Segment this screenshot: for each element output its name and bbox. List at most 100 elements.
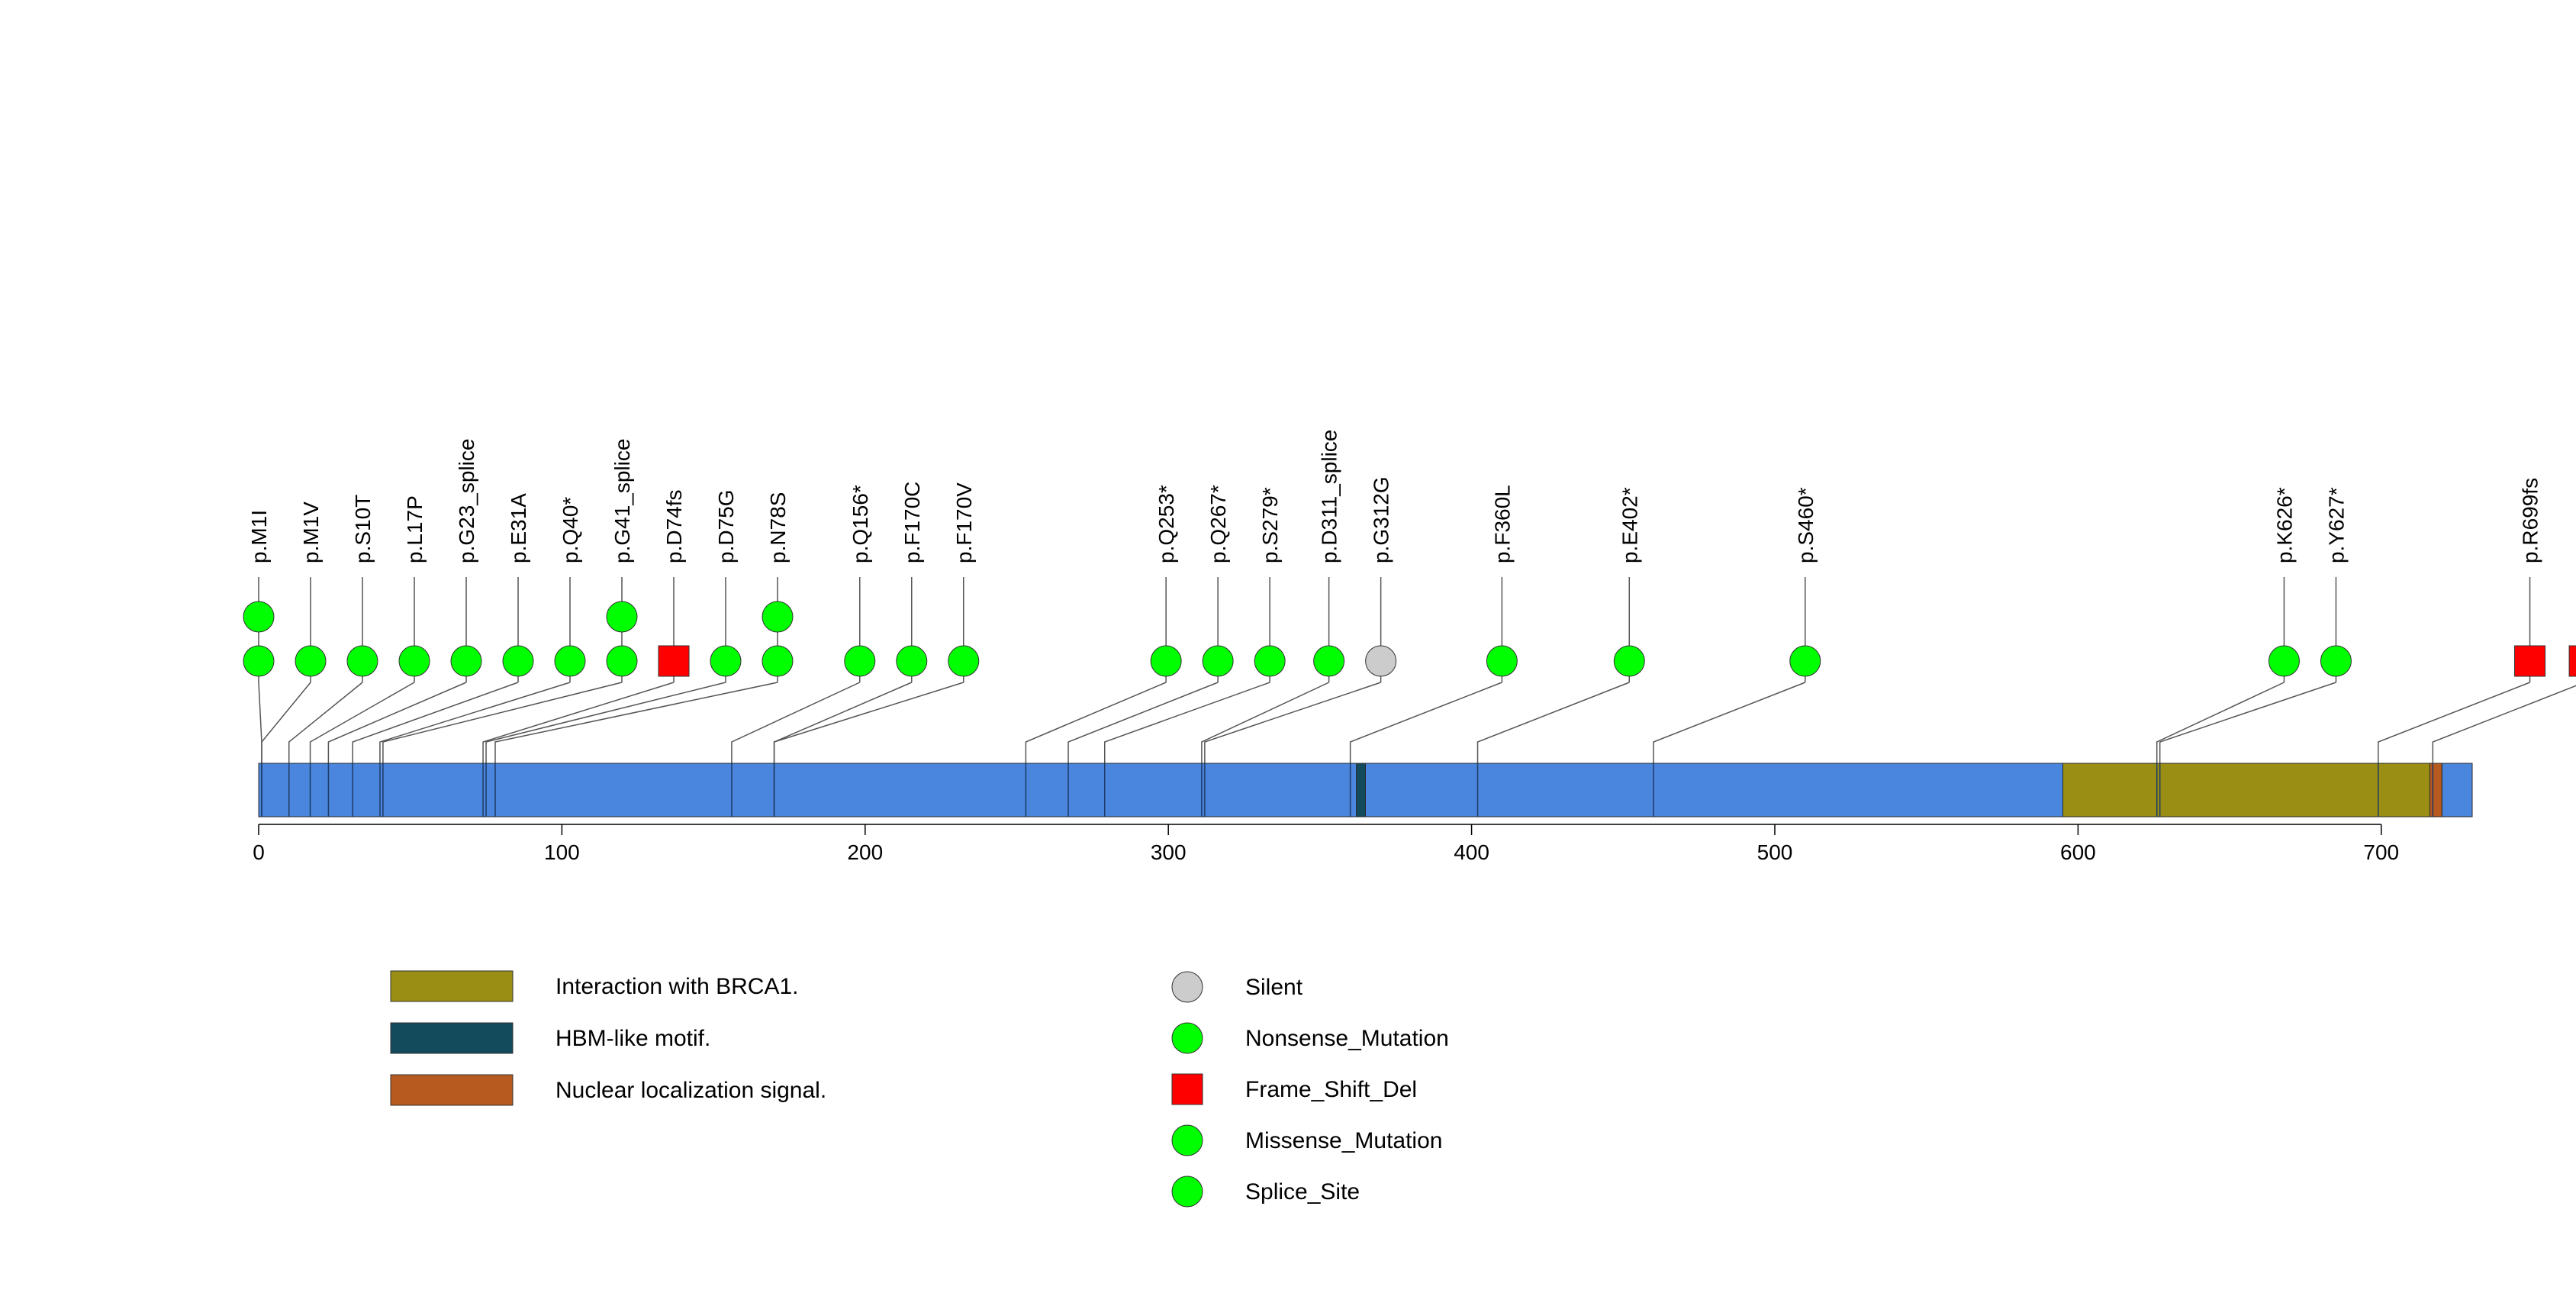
mutation-label: p.Q253*	[1154, 485, 1178, 563]
domain-legend-swatch	[390, 970, 514, 1002]
domain-legend: Interaction with BRCA1. HBM-like motif. Nu…	[390, 970, 826, 1106]
mutation-label: p.S460*	[1794, 487, 1818, 563]
mutation-legend-swatch	[1171, 1124, 1203, 1156]
lollipop-head-circle	[606, 645, 638, 677]
lollipop-head-circle	[295, 645, 327, 677]
lollipop-head-circle	[710, 645, 742, 677]
mutation-label: p.G312G	[1370, 476, 1393, 563]
mutation-label: p.L17P	[403, 495, 427, 563]
mutation-label: p.R699fs	[2519, 478, 2542, 563]
lollipop-head-circle	[1150, 645, 1182, 677]
connector-line	[1103, 682, 1270, 763]
mutation-legend-label: Frame_Shift_Del	[1245, 1077, 1417, 1102]
connector-line	[261, 682, 311, 763]
connector-line	[773, 682, 964, 763]
mutation-label: p.F170V	[952, 482, 976, 563]
connector-line	[482, 682, 675, 763]
x-axis-tick-label: 600	[2060, 840, 2096, 864]
connector-line	[2159, 682, 2336, 763]
lollipop-head-circle	[2320, 645, 2352, 677]
connector-line	[494, 682, 778, 763]
lollipop-head-circle	[1613, 645, 1645, 677]
connector-line	[773, 682, 913, 763]
lollipop-head-square	[2568, 645, 2576, 677]
lollipop-head-circle	[1202, 645, 1234, 677]
mutation-label: p.E402*	[1618, 487, 1641, 563]
lollipop-head-square	[658, 645, 690, 677]
lollipop-head-circle	[243, 645, 275, 677]
mutation-label: p.M1V	[299, 501, 323, 563]
mutation-legend-swatch	[1171, 1176, 1203, 1208]
domain-legend-label: HBM-like motif.	[555, 1026, 710, 1051]
mutation-label: p.G41_splice	[610, 439, 634, 563]
connector-line	[1067, 682, 1219, 763]
mutation-label: p.D311_splice	[1318, 430, 1341, 563]
mutation-legend-label: Nonsense_Mutation	[1245, 1026, 1449, 1051]
mutation-legend-label: Missense_Mutation	[1245, 1128, 1442, 1153]
connector-line	[1476, 682, 1630, 763]
lollipop-head-circle	[1486, 645, 1518, 677]
lollipop-head-circle	[1254, 645, 1286, 677]
mutation-label: p.N78S	[766, 492, 790, 563]
x-axis-tick-label: 500	[1757, 840, 1793, 864]
connector-line	[2432, 685, 2576, 763]
mutation-label: p.Q156*	[848, 485, 872, 563]
connector-line	[1653, 682, 1806, 763]
connector-line	[352, 682, 519, 763]
connector-line	[1349, 682, 1502, 763]
lollipop-head-circle	[762, 645, 794, 677]
domain-nuclear-localization-signal	[2429, 763, 2442, 818]
connector-line	[485, 682, 726, 763]
lollipop-head-circle	[606, 601, 638, 633]
lollipop-head-circle	[1365, 645, 1397, 677]
mutation-label: p.S279*	[1258, 487, 1282, 563]
mutation-legend-swatch	[1171, 971, 1203, 1003]
x-axis: 0 100 200 300 400 500 600 700	[253, 824, 2399, 864]
mutation-legend-swatch	[1171, 1073, 1203, 1105]
connector-line	[1201, 682, 1329, 763]
lollipop-head-circle	[762, 601, 794, 633]
lollipop-head-circle	[450, 645, 482, 677]
lollipop-heads	[243, 601, 2576, 677]
connector-line	[382, 682, 623, 763]
x-axis-tick-label: 700	[2363, 840, 2399, 864]
domain-hbm-like-motif	[1356, 763, 1367, 818]
x-axis-tick-label: 0	[253, 840, 265, 864]
domain-legend-swatch	[390, 1022, 514, 1054]
lollipop-head-circle	[398, 645, 430, 677]
lollipop-head-circle	[243, 601, 275, 633]
connector-line	[1204, 682, 1381, 763]
mutation-label: p.Y627*	[2324, 487, 2348, 563]
mutation-label: p.S10T	[351, 495, 375, 563]
mutation-labels: p.M1I p.M1V p.S10T p.L17P p.G23_splice p.E31A…	[247, 430, 2576, 563]
domain-legend-label: Interaction with BRCA1.	[555, 974, 798, 999]
mutation-label: p.G23_splice	[455, 439, 478, 563]
x-axis-tick-label: 200	[847, 840, 883, 864]
mutation-label: p.F170C	[900, 482, 924, 563]
x-axis-tick-label: 400	[1454, 840, 1489, 864]
mutation-legend-label: Splice_Site	[1245, 1179, 1360, 1205]
connector-line	[309, 682, 415, 763]
connector-line	[2378, 682, 2530, 763]
lollipop-head-square	[2514, 645, 2546, 677]
lollipop-head-circle	[554, 645, 586, 677]
connector-line	[288, 682, 363, 763]
connector-line	[379, 682, 571, 763]
domain-legend-swatch	[390, 1074, 514, 1106]
mutation-label: p.F360L	[1490, 485, 1514, 563]
connector-line	[731, 682, 861, 763]
lollipop-head-circle	[502, 645, 534, 677]
lollipop-head-circle	[1313, 645, 1345, 677]
lollipop-head-circle	[844, 645, 876, 677]
mutation-type-legend: Silent Nonsense_Mutation Frame_Shift_Del Mi…	[1171, 971, 1449, 1208]
connector-lines	[258, 682, 2576, 763]
connector-line	[327, 682, 467, 763]
lollipop-stems	[258, 577, 2531, 682]
domain-legend-label: Nuclear localization signal.	[555, 1078, 826, 1103]
site-markers	[261, 763, 2434, 817]
protein-backbone	[258, 763, 2473, 818]
domain-interaction-with-brca1	[2062, 763, 2442, 818]
x-axis-tick-label: 100	[544, 840, 580, 864]
mutation-label: p.M1I	[247, 510, 271, 563]
